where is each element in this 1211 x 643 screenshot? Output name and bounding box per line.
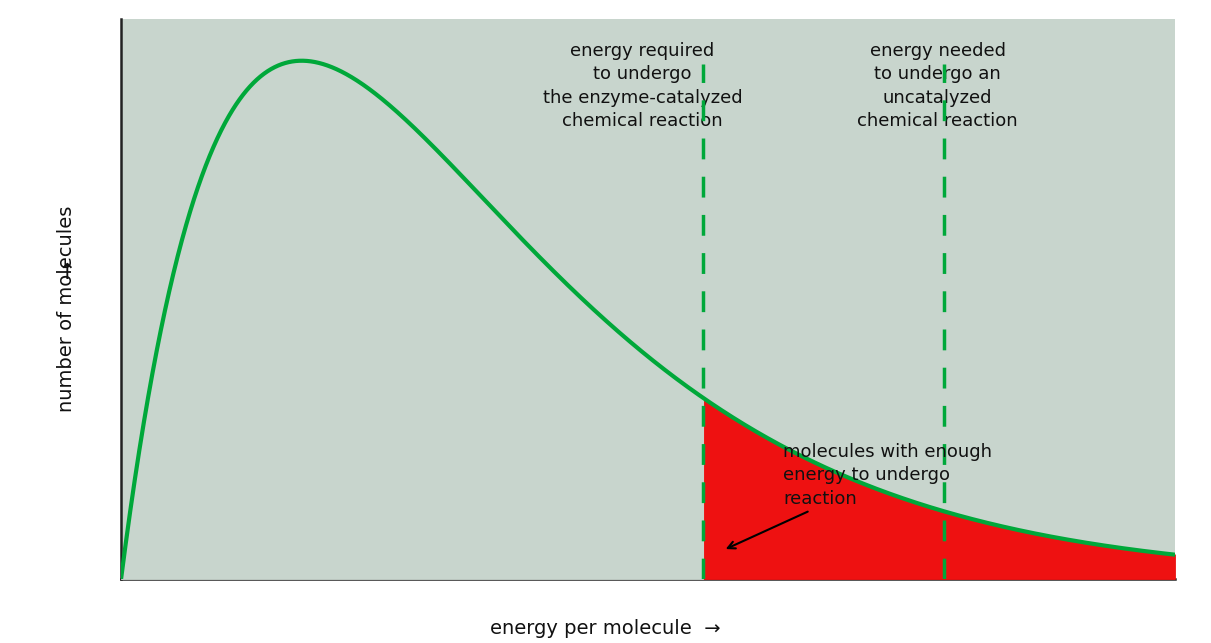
Text: number of molecules: number of molecules: [57, 206, 76, 412]
Text: energy required
to undergo
the enzyme-catalyzed
chemical reaction: energy required to undergo the enzyme-ca…: [543, 42, 742, 131]
Text: molecules with enough
energy to undergo
reaction: molecules with enough energy to undergo …: [728, 442, 992, 548]
Text: energy per molecule  →: energy per molecule →: [490, 619, 721, 638]
Text: energy needed
to undergo an
uncatalyzed
chemical reaction: energy needed to undergo an uncatalyzed …: [857, 42, 1018, 131]
Text: ↑: ↑: [57, 263, 76, 283]
